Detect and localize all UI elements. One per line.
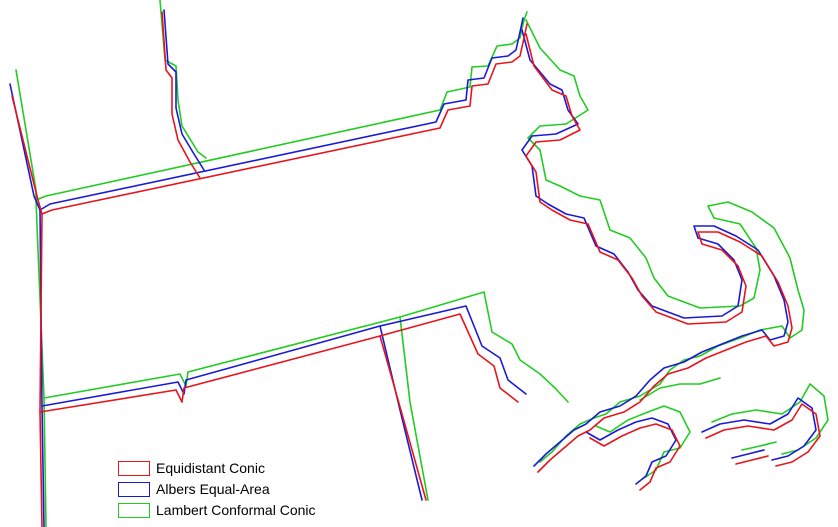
legend-item-equidistant-conic: Equidistant Conic — [118, 458, 316, 479]
legend-swatch-blue — [118, 482, 150, 497]
legend-swatch-red — [118, 461, 150, 476]
albers-equal-area-outline — [9, 9, 817, 527]
legend-label: Lambert Conformal Conic — [156, 502, 316, 518]
legend-label: Albers Equal-Area — [156, 481, 270, 497]
legend-swatch-green — [118, 503, 150, 518]
legend-item-albers-equal-area: Albers Equal-Area — [118, 479, 316, 500]
legend-item-lambert-conformal-conic: Lambert Conformal Conic — [118, 500, 316, 521]
legend-label: Equidistant Conic — [156, 460, 265, 476]
map-legend: Equidistant Conic Albers Equal-Area Lamb… — [118, 458, 316, 521]
equidistant-conic-outline — [11, 11, 821, 527]
lambert-conformal-conic-outline — [15, 0, 829, 527]
